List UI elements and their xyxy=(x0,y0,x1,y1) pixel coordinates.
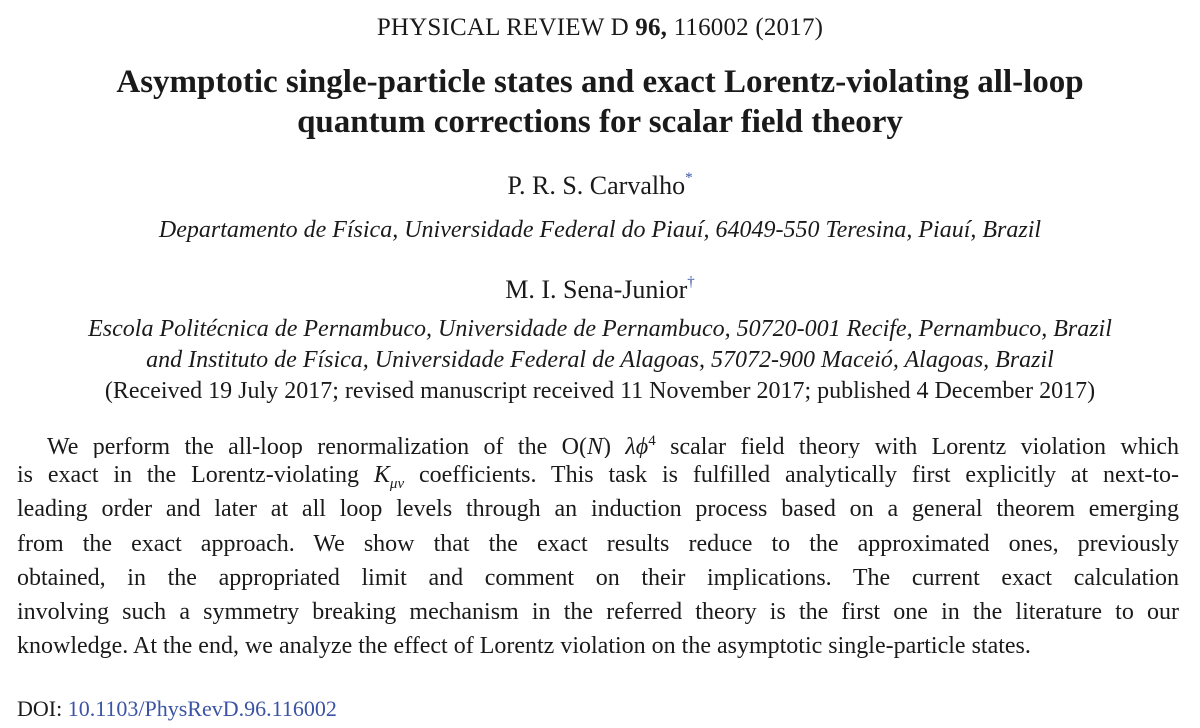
paper-title: Asymptotic single-particle states and ex… xyxy=(40,62,1160,142)
abstract-line-7: knowledge. At the end, we analyze the ef… xyxy=(17,633,1031,660)
journal-volume: 96, xyxy=(635,14,668,41)
abstract-line-1: We perform the all-loop renormalization … xyxy=(47,433,1179,459)
abstract-line-4: from the exact approach. We show that th… xyxy=(17,530,1179,557)
author-2: M. I. Sena-Junior† xyxy=(0,274,1200,305)
title-line-1: Asymptotic single-particle states and ex… xyxy=(116,64,1084,100)
affiliation-line: Departamento de Física, Universidade Fed… xyxy=(158,217,1042,243)
affiliation-line: and Instituto de Física, Universidade Fe… xyxy=(146,347,1054,373)
author-1: P. R. S. Carvalho* xyxy=(0,170,1200,201)
title-line-2: quantum corrections for scalar field the… xyxy=(297,104,903,140)
abstract-line-2: is exact in the Lorentz-violating Kμν co… xyxy=(17,462,1179,492)
doi: DOI: 10.1103/PhysRevD.96.116002 xyxy=(17,696,337,722)
abstract: We perform the all-loop renormalization … xyxy=(17,424,1179,663)
affiliation-line: Escola Politécnica de Pernambuco, Univer… xyxy=(88,316,1112,342)
journal-header: PHYSICAL REVIEW D 96, 116002 (2017) xyxy=(0,14,1200,42)
author-1-footnote-mark[interactable]: * xyxy=(685,170,693,186)
abstract-line-5: obtained, in the appropriated limit and … xyxy=(17,564,1179,591)
received-dates: (Received 19 July 2017; revised manuscri… xyxy=(104,378,1096,404)
doi-link[interactable]: 10.1103/PhysRevD.96.116002 xyxy=(67,696,337,721)
author-2-footnote-mark[interactable]: † xyxy=(687,274,695,290)
doi-label: DOI: xyxy=(17,696,63,721)
abstract-line-3: leading order and later at all loop leve… xyxy=(17,496,1179,523)
author-1-name: P. R. S. Carvalho xyxy=(507,171,686,200)
author-2-name: M. I. Sena-Junior xyxy=(505,275,688,304)
journal-name: PHYSICAL REVIEW D xyxy=(376,14,629,41)
abstract-line-6: involving such a symmetry breaking mecha… xyxy=(17,598,1179,625)
author-1-affiliation: Departamento de Física, Universidade Fed… xyxy=(0,215,1200,246)
journal-article: 116002 (2017) xyxy=(673,14,824,41)
author-2-affiliation: Escola Politécnica de Pernambuco, Univer… xyxy=(0,314,1200,376)
